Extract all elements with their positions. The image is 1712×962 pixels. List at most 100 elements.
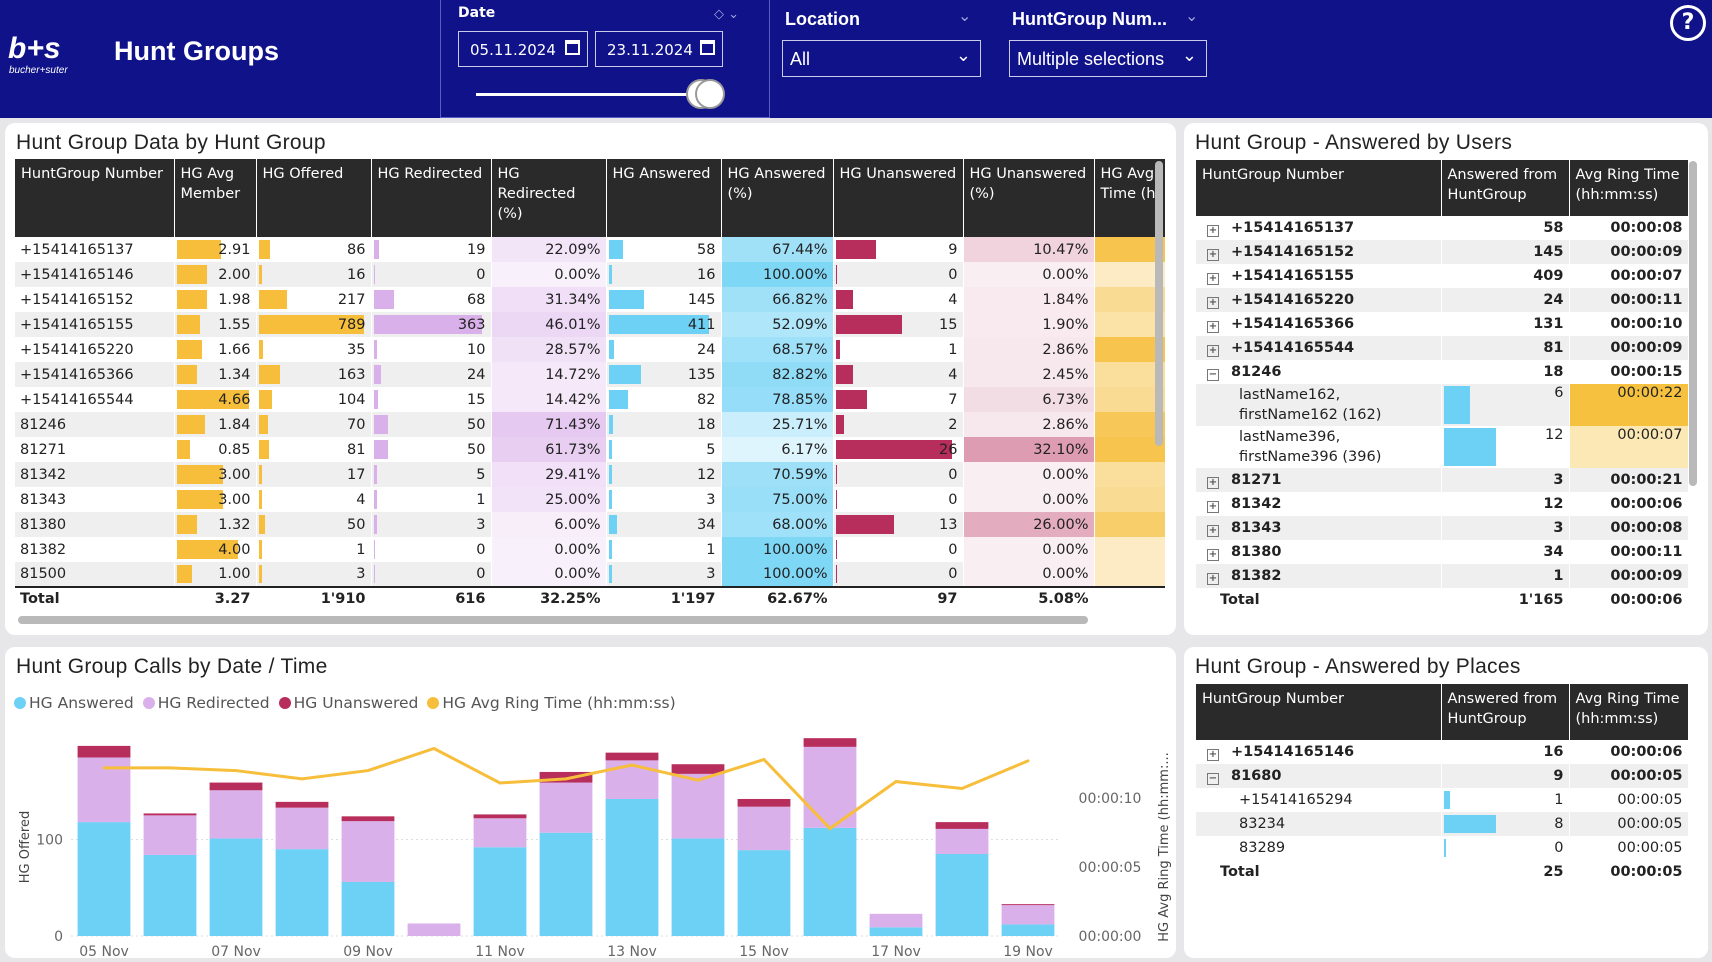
col-header[interactable]: HG Avg Time (h xyxy=(1094,159,1165,237)
ring-time-point[interactable] xyxy=(828,826,832,830)
bar-hg-answered[interactable] xyxy=(77,822,131,936)
group-row[interactable]: +81382 1 00:00:09 xyxy=(1196,564,1689,588)
bar-hg-answered[interactable] xyxy=(209,838,263,936)
child-row[interactable]: 83234 8 00:00:05 xyxy=(1196,812,1689,836)
table-row[interactable]: 81500 1.00 3 0 0.00% 3 100.00% 0 0.00% xyxy=(15,562,1165,587)
bar-hg-answered[interactable] xyxy=(341,881,395,936)
expand-icon[interactable]: + xyxy=(1207,524,1219,537)
legend-item[interactable]: HG Redirected xyxy=(157,694,270,712)
child-row[interactable]: 83289 0 00:00:05 xyxy=(1196,836,1689,860)
expand-icon[interactable]: + xyxy=(1207,272,1219,285)
table-row[interactable]: 81343 3.00 4 1 25.00% 3 75.00% 0 0.00% xyxy=(15,487,1165,512)
bar-hg-unanswered[interactable] xyxy=(737,798,791,807)
group-row[interactable]: + +15414165152 145 00:00:09 xyxy=(1196,240,1689,264)
bar-hg-redirected[interactable] xyxy=(209,790,263,839)
collapse-icon[interactable]: − xyxy=(1207,772,1219,785)
bar-hg-answered[interactable] xyxy=(737,850,791,936)
bar-hg-unanswered[interactable] xyxy=(143,813,197,816)
bar-hg-redirected[interactable] xyxy=(935,828,989,854)
bar-hg-redirected[interactable] xyxy=(143,815,197,855)
child-row[interactable]: +15414165294 1 00:00:05 xyxy=(1196,788,1689,812)
col-header[interactable]: HuntGroup Number xyxy=(15,159,175,237)
table-row[interactable]: +15414165146 2.00 16 0 0.00% 16 100.00% 0 0.00% xyxy=(15,262,1165,287)
ring-time-point[interactable] xyxy=(1026,759,1030,763)
horizontal-scrollbar[interactable] xyxy=(18,616,1088,624)
bar-hg-unanswered[interactable] xyxy=(341,816,395,822)
col-header[interactable]: Answered from HuntGroup xyxy=(1441,684,1570,740)
bar-hg-redirected[interactable] xyxy=(539,782,593,833)
bar-hg-unanswered[interactable] xyxy=(803,738,857,747)
table-row[interactable]: 81271 0.85 81 50 61.73% 5 6.17% 26 32.10% xyxy=(15,437,1165,462)
col-header[interactable]: HG Redirected (%) xyxy=(491,159,607,237)
bar-hg-unanswered[interactable] xyxy=(1001,904,1055,906)
slider-end-handle[interactable] xyxy=(695,79,725,109)
group-row[interactable]: + +15414165220 24 00:00:11 xyxy=(1196,288,1689,312)
calendar-icon[interactable] xyxy=(565,40,580,55)
child-row[interactable]: lastName396, firstName396 (396) 12 00:00:07 xyxy=(1196,426,1689,468)
expand-icon[interactable]: + xyxy=(1207,344,1219,357)
col-header[interactable]: Answered from HuntGroup xyxy=(1441,160,1570,216)
col-header[interactable]: Avg Ring Time (hh:mm:ss) xyxy=(1569,684,1689,740)
col-header[interactable]: HG Redirected xyxy=(371,159,492,237)
bar-hg-unanswered[interactable] xyxy=(209,782,263,791)
table-row[interactable]: +15414165137 2.91 86 19 22.09% 58 67.44% 9 10.47… xyxy=(15,237,1165,262)
ring-time-point[interactable] xyxy=(102,766,106,770)
legend-item[interactable]: HG Avg Ring Time (hh:mm:ss) xyxy=(442,694,676,712)
col-header[interactable]: HG Unanswered xyxy=(833,159,964,237)
collapse-icon[interactable]: − xyxy=(1207,368,1219,381)
legend-item[interactable]: HG Unanswered xyxy=(293,694,419,712)
ring-time-point[interactable] xyxy=(300,777,304,781)
location-dropdown[interactable]: All ⌄ xyxy=(782,40,981,77)
group-row[interactable]: +81342 12 00:00:06 xyxy=(1196,492,1689,516)
expand-icon[interactable]: + xyxy=(1207,224,1219,237)
expand-icon[interactable]: + xyxy=(1207,476,1219,489)
expand-icon[interactable]: + xyxy=(1207,748,1219,761)
ring-time-point[interactable] xyxy=(630,763,634,767)
table-row[interactable]: 81246 1.84 70 50 71.43% 18 25.71% 2 2.86% xyxy=(15,412,1165,437)
bar-hg-answered[interactable] xyxy=(605,798,659,936)
group-row[interactable]: +81380 34 00:00:11 xyxy=(1196,540,1689,564)
group-row[interactable]: + +15414165155 409 00:00:07 xyxy=(1196,264,1689,288)
bar-hg-redirected[interactable] xyxy=(275,807,329,850)
group-row[interactable]: +81271 3 00:00:21 xyxy=(1196,468,1689,492)
group-row[interactable]: + +15414165137 58 00:00:08 xyxy=(1196,216,1689,240)
group-row[interactable]: +81343 3 00:00:08 xyxy=(1196,516,1689,540)
bar-hg-redirected[interactable] xyxy=(671,773,725,839)
expand-icon[interactable]: + xyxy=(1207,500,1219,513)
calendar-icon[interactable] xyxy=(700,40,715,55)
end-date-input[interactable]: 23.11.2024 xyxy=(595,31,723,67)
bar-hg-unanswered[interactable] xyxy=(605,752,659,761)
bar-hg-redirected[interactable] xyxy=(737,806,791,851)
bar-hg-answered[interactable] xyxy=(473,847,527,936)
col-header[interactable]: HG Answered xyxy=(606,159,722,237)
table-row[interactable]: +15414165155 1.55 789 363 46.01% 411 52.09% 15 1… xyxy=(15,312,1165,337)
group-row[interactable]: −81246 18 00:00:15 xyxy=(1196,360,1689,384)
bar-hg-answered[interactable] xyxy=(671,838,725,936)
child-row[interactable]: lastName162, firstName162 (162) 6 00:00:22 xyxy=(1196,384,1689,426)
table-row[interactable]: +15414165366 1.34 163 24 14.72% 135 82.82% 4 2.4… xyxy=(15,362,1165,387)
table-row[interactable]: 81382 4.00 1 0 0.00% 1 100.00% 0 0.00% xyxy=(15,537,1165,562)
group-row[interactable]: + +15414165146 16 00:00:06 xyxy=(1196,740,1689,764)
expand-icon[interactable]: + xyxy=(1207,572,1219,585)
bar-hg-answered[interactable] xyxy=(869,927,923,936)
vertical-scrollbar[interactable] xyxy=(1155,161,1163,446)
ring-time-point[interactable] xyxy=(564,777,568,781)
expand-icon[interactable]: + xyxy=(1207,248,1219,261)
table-row[interactable]: +15414165544 4.66 104 15 14.42% 82 78.85% 7 6.73… xyxy=(15,387,1165,412)
col-header[interactable]: HG Avg Member xyxy=(174,159,257,237)
bar-hg-answered[interactable] xyxy=(935,853,989,936)
bar-hg-unanswered[interactable] xyxy=(671,764,725,774)
table-row[interactable]: +15414165220 1.66 35 10 28.57% 24 68.57% 1 2.86% xyxy=(15,337,1165,362)
bar-hg-redirected[interactable] xyxy=(1001,905,1055,925)
bar-hg-redirected[interactable] xyxy=(605,760,659,799)
bar-hg-unanswered[interactable] xyxy=(473,814,527,819)
col-header[interactable]: HG Answered (%) xyxy=(721,159,834,237)
ring-time-point[interactable] xyxy=(234,769,238,773)
ring-time-point[interactable] xyxy=(894,780,898,784)
group-row[interactable]: + +15414165544 81 00:00:09 xyxy=(1196,336,1689,360)
ring-time-point[interactable] xyxy=(168,766,172,770)
bar-hg-answered[interactable] xyxy=(143,854,197,936)
table-row[interactable]: +15414165152 1.98 217 68 31.34% 145 66.82% 4 1.8… xyxy=(15,287,1165,312)
bar-hg-unanswered[interactable] xyxy=(275,801,329,808)
expand-icon[interactable]: + xyxy=(1207,548,1219,561)
